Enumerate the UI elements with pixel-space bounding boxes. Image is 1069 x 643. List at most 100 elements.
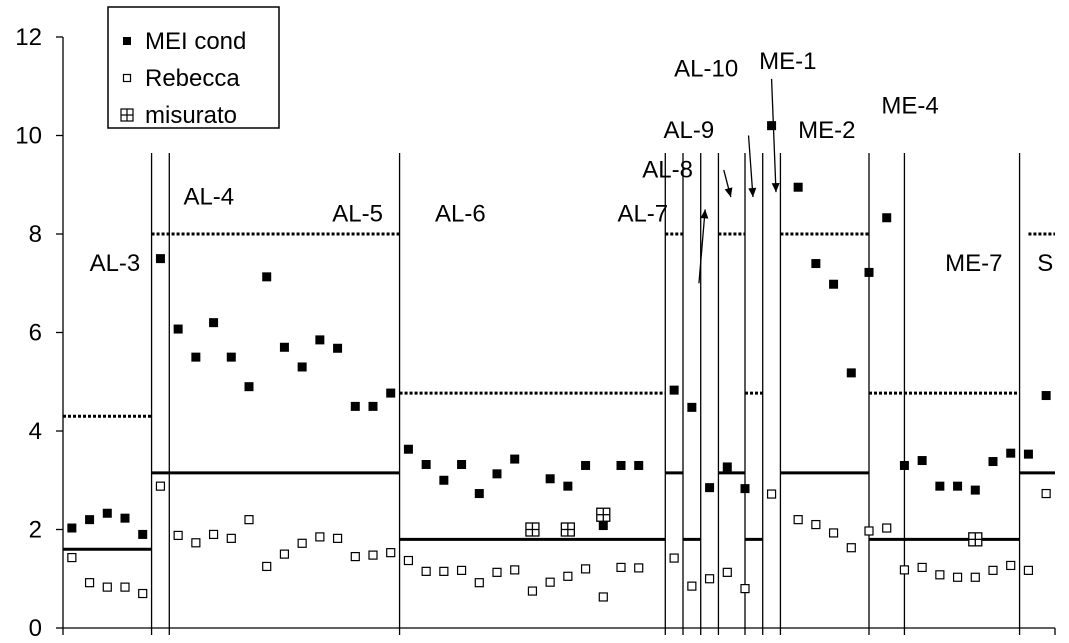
y-tick-label: 6 — [29, 320, 42, 347]
pointer-arrow — [747, 135, 754, 198]
mei-cond-point — [988, 457, 998, 467]
rebecca-point — [84, 578, 95, 588]
mei-cond-point — [333, 343, 343, 353]
mei-cond-point — [846, 368, 856, 378]
rebecca-point — [138, 588, 148, 599]
mei-cond-point — [864, 267, 874, 277]
rebecca-point — [386, 548, 396, 558]
mei-cond-point — [421, 459, 431, 469]
rebecca-point — [439, 566, 449, 576]
region-label-al-10: AL-10 — [674, 55, 738, 82]
mei-cond-point — [917, 456, 927, 466]
region-label-me-1: ME-1 — [759, 48, 816, 75]
mei-cond-point — [767, 121, 777, 131]
rebecca-point — [421, 566, 431, 576]
mei-cond-point — [439, 475, 449, 485]
rebecca-point — [864, 526, 874, 536]
rebecca-point — [173, 530, 183, 541]
mei-cond-point — [705, 483, 715, 493]
mei-cond-point — [1006, 448, 1016, 458]
mei-cond-point — [138, 529, 148, 539]
mei-cond-point — [634, 460, 644, 470]
mei-cond-point — [793, 182, 803, 192]
rebecca-point — [332, 533, 343, 543]
legend: MEI cond Rebecca misurato — [107, 6, 280, 129]
region-label-al-6: AL-6 — [435, 201, 486, 228]
mei-cond-point — [403, 444, 413, 454]
pointer-arrow — [770, 78, 777, 193]
rebecca-point — [952, 572, 963, 582]
mei-cond-point — [173, 324, 183, 334]
rebecca-point — [527, 586, 538, 596]
mei-cond-point — [740, 484, 750, 494]
rebecca-point — [811, 519, 821, 530]
rebecca-point — [545, 577, 555, 587]
mei-cond-point — [297, 362, 307, 372]
pointer-arrowhead — [700, 209, 709, 219]
mei-cond-point — [492, 469, 502, 479]
region-label-al-9: AL-9 — [664, 117, 715, 144]
mei-cond-point — [598, 521, 608, 531]
pointer-arrowhead — [724, 187, 733, 198]
region-label-me-2: ME-2 — [798, 117, 855, 144]
rebecca-point — [563, 571, 573, 581]
rebecca-point — [899, 565, 910, 575]
y-tick-label: 8 — [29, 221, 42, 248]
mei-cond-point — [1041, 391, 1051, 401]
rebecca-point — [988, 565, 998, 575]
pointer-arrowhead — [771, 182, 780, 193]
rebecca-point — [634, 563, 644, 573]
mei-cond-point — [899, 460, 909, 470]
mei-cond-point — [474, 489, 484, 499]
mei-cond-point — [687, 402, 697, 412]
mei-cond-point — [279, 342, 289, 352]
mei-cond-point — [67, 523, 77, 533]
rebecca-point — [368, 550, 378, 560]
mei-cond-point — [510, 454, 520, 464]
rebecca-point — [766, 489, 777, 499]
rebecca-point — [350, 551, 360, 562]
data-points — [67, 121, 1051, 602]
region-labels: AL-3 AL-4 AL-5 AL-6 AL-7 AL-8 AL-9 AL-10 ME-1 ME-… — [90, 48, 1053, 284]
mei-cond-point — [829, 279, 839, 289]
rebecca-point — [155, 481, 166, 491]
rebecca-point — [262, 561, 272, 572]
rebecca-point — [882, 523, 892, 533]
legend-marker-mei-cond — [123, 37, 131, 45]
mei-cond-point — [457, 459, 467, 469]
legend-label: Rebecca — [145, 65, 240, 92]
rebecca-point — [580, 564, 591, 574]
mei-cond-point — [545, 474, 555, 484]
rebecca-point — [722, 567, 732, 577]
y-tick-label: 0 — [29, 615, 42, 642]
mei-cond-point — [581, 460, 591, 470]
legend-box — [107, 6, 280, 129]
rebecca-point — [474, 578, 484, 588]
region-label-al-4: AL-4 — [183, 183, 234, 210]
region-label-me-7: ME-7 — [945, 250, 1002, 277]
mei-cond-point — [262, 272, 272, 282]
y-tick-label: 4 — [29, 418, 42, 445]
rebecca-point — [740, 583, 750, 594]
rebecca-point — [191, 538, 201, 548]
rebecca-point — [935, 570, 945, 580]
level-lines — [63, 232, 1055, 551]
legend-label: MEI cond — [145, 28, 246, 55]
mei-cond-point — [226, 352, 236, 362]
mei-cond-point — [563, 481, 573, 491]
pointer-arrowhead — [748, 187, 757, 198]
mei-cond-point — [970, 485, 980, 495]
rebecca-point — [510, 565, 520, 575]
mei-cond-point — [386, 388, 396, 398]
mei-cond-point — [155, 254, 165, 264]
legend-marker-rebecca — [122, 73, 132, 83]
mei-cond-point — [102, 508, 112, 518]
rebecca-point — [970, 572, 980, 582]
mei-cond-point — [616, 460, 626, 470]
rebecca-point — [616, 562, 626, 573]
mei-cond-point — [1023, 449, 1033, 459]
mei-cond-point — [120, 513, 130, 523]
region-label-al-3: AL-3 — [90, 250, 141, 277]
mei-cond-point — [191, 352, 201, 362]
region-label-al-8: AL-8 — [642, 156, 693, 183]
